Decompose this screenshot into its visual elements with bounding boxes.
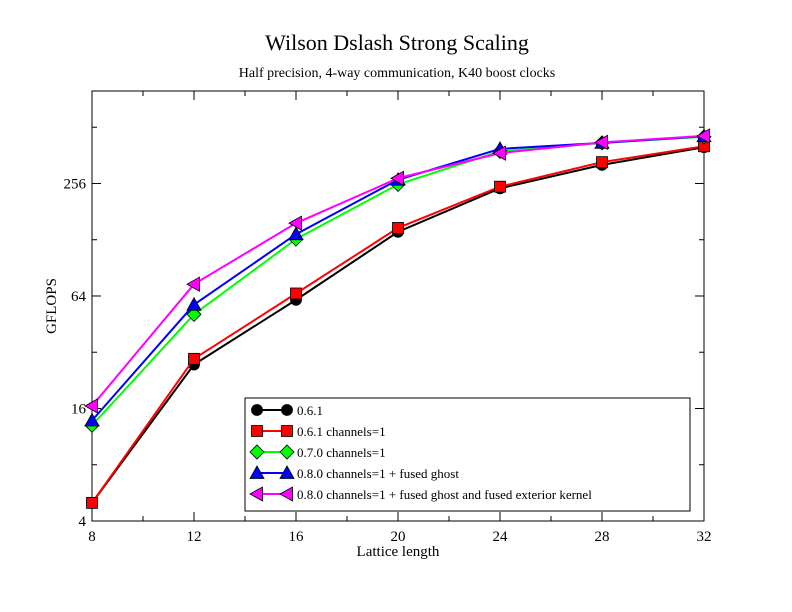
legend-box (244, 397, 691, 512)
x-axis-label: Lattice length (357, 544, 440, 560)
data-point (288, 215, 302, 231)
legend-marker (249, 486, 263, 502)
legend-marker (279, 486, 293, 502)
legend-entry: 0.8.0 channels=1 + fused ghost and fused… (297, 487, 592, 502)
legend-marker (279, 465, 295, 479)
axis-ticks: 8 12 16 20 24 28 32 4 16 64 256 (64, 91, 712, 545)
x-tick-label: 32 (697, 529, 712, 545)
legend-entry: 0.6.1 channels=1 (297, 424, 386, 439)
series-2 (86, 140, 710, 509)
data-point (594, 134, 608, 151)
legend-entry: 0.8.0 channels=1 + fused ghost (297, 466, 459, 481)
data-point (390, 170, 404, 186)
data-point (84, 412, 100, 427)
data-point (188, 352, 200, 365)
data-point (696, 128, 710, 144)
data-point (186, 306, 202, 322)
data-point (186, 276, 200, 292)
legend-entry: 0.7.0 channels=1 (297, 445, 386, 460)
legend-marker (281, 425, 293, 437)
x-tick-label: 8 (88, 529, 96, 545)
x-tick-label: 12 (187, 529, 202, 545)
data-point (288, 226, 304, 241)
series-5 (84, 128, 710, 414)
x-tick-label: 28 (595, 529, 610, 545)
data-point (392, 222, 404, 234)
legend-marker (281, 404, 293, 416)
legend-marker (279, 444, 295, 460)
legend-marker (251, 404, 263, 416)
y-tick-label: 16 (71, 401, 87, 417)
x-tick-label: 16 (289, 529, 305, 545)
y-tick-label: 256 (64, 176, 87, 192)
x-tick-label: 24 (493, 529, 509, 545)
data-point (186, 296, 202, 311)
y-tick-label: 64 (71, 289, 87, 305)
data-point (84, 398, 98, 414)
legend: 0.6.1 0.6.1 channels=1 0.7.0 channels=1 0.8… (244, 397, 691, 512)
y-axis-label: GFLOPS (44, 278, 60, 334)
y-tick-label: 4 (79, 514, 87, 530)
chart-title: Wilson Dslash Strong Scaling (265, 30, 529, 55)
legend-entry: 0.6.1 (297, 403, 323, 418)
x-tick-label: 20 (391, 529, 406, 545)
data-point (86, 496, 98, 509)
legend-marker (249, 444, 265, 460)
series-layer (84, 128, 712, 509)
legend-marker (251, 425, 263, 437)
data-point (290, 287, 302, 300)
legend-marker (249, 465, 265, 479)
data-point (494, 180, 506, 193)
data-point (596, 156, 608, 169)
data-point (492, 145, 506, 161)
chart-subtitle: Half precision, 4-way communication, K40… (239, 66, 555, 81)
